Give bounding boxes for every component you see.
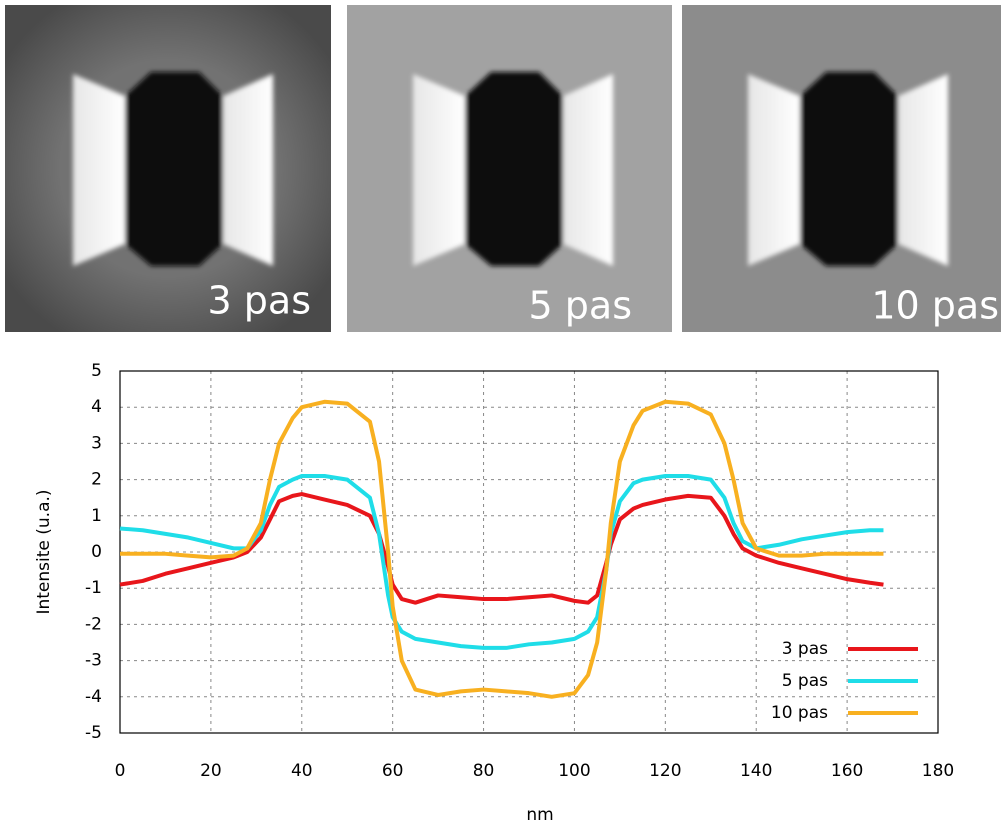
x-tick-label: 140 bbox=[740, 761, 772, 781]
series-line bbox=[119, 473, 884, 650]
y-tick-label: 0 bbox=[91, 542, 102, 562]
panel-label: 10 pas bbox=[871, 284, 999, 328]
y-tick-label: -4 bbox=[85, 687, 102, 707]
panel-label: 5 pas bbox=[529, 284, 632, 328]
panel: 5 pas bbox=[347, 5, 672, 332]
y-tick-label: -3 bbox=[85, 651, 102, 671]
panel-label: 3 pas bbox=[208, 279, 311, 323]
y-tick-label: 1 bbox=[91, 506, 102, 526]
y-tick-label: 4 bbox=[91, 397, 102, 417]
x-tick-label: 120 bbox=[649, 761, 681, 781]
panel: 10 pas bbox=[682, 5, 1001, 332]
panel: 3 pas bbox=[5, 5, 331, 332]
series-line bbox=[119, 492, 884, 605]
y-tick-label: 2 bbox=[91, 470, 102, 490]
x-axis-label: nm bbox=[526, 805, 553, 825]
x-tick-label: 160 bbox=[831, 761, 863, 781]
x-tick-label: 40 bbox=[291, 761, 313, 781]
x-tick-label: 180 bbox=[922, 761, 954, 781]
y-tick-label: 5 bbox=[91, 361, 102, 381]
y-tick-label: -5 bbox=[85, 723, 102, 743]
x-tick-label: 0 bbox=[115, 761, 126, 781]
series-line bbox=[120, 399, 884, 699]
y-tick-label: 3 bbox=[91, 433, 102, 453]
plot: -5 -4 -3 -2 -1 0 1 2 3 4 5 0 20 40 60 80 100 120 140 160 180… bbox=[85, 361, 954, 781]
x-tick-label: 60 bbox=[382, 761, 404, 781]
x-tick-label: 80 bbox=[473, 761, 495, 781]
legend-label: 5 pas bbox=[782, 671, 828, 691]
legend-label: 3 pas bbox=[782, 639, 828, 659]
y-tick-label: -2 bbox=[85, 614, 102, 634]
x-tick-label: 100 bbox=[558, 761, 590, 781]
x-tick-label: 20 bbox=[200, 761, 222, 781]
y-tick-label: -1 bbox=[85, 578, 102, 598]
legend-label: 10 pas bbox=[771, 703, 828, 723]
y-axis-label: Intensite (u.a.) bbox=[34, 489, 54, 614]
